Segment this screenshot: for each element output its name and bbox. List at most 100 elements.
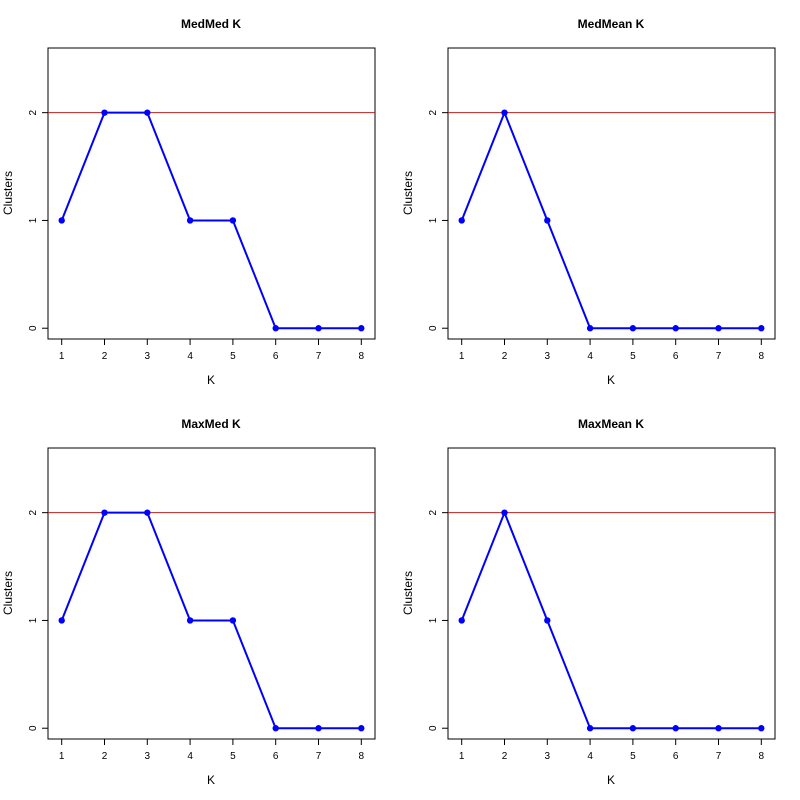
x-tick-label: 6 xyxy=(673,351,679,362)
y-tick-label: 1 xyxy=(28,617,39,623)
y-axis-label: Clusters xyxy=(401,571,415,615)
chart-title: MaxMean K xyxy=(578,417,644,431)
data-point xyxy=(186,617,194,624)
x-tick-label: 2 xyxy=(502,351,508,362)
plot-frame xyxy=(47,47,376,340)
plot-area: 1 2 3 4 5 6 7 8 0 1 2 xyxy=(428,509,775,762)
data-point xyxy=(315,725,322,732)
data-point xyxy=(358,725,365,732)
x-tick-label: 3 xyxy=(145,351,151,362)
data-point xyxy=(58,217,65,224)
data-point xyxy=(144,509,151,516)
data-point xyxy=(501,509,508,516)
x-axis-label: K xyxy=(607,373,615,387)
x-tick-label: 7 xyxy=(716,751,722,762)
x-tick-label: 7 xyxy=(316,751,322,762)
y-tick-label: 0 xyxy=(428,725,439,731)
data-point xyxy=(629,725,637,732)
series-line xyxy=(460,109,762,330)
data-point xyxy=(229,617,237,624)
plot-area: 1 2 3 4 5 6 7 8 0 1 2 xyxy=(28,509,375,762)
plot-area: 1 2 3 4 5 6 7 8 0 1 2 xyxy=(428,109,775,362)
x-tick-label: 3 xyxy=(145,751,151,762)
data-point xyxy=(458,617,465,624)
x-tick-label: 5 xyxy=(630,351,636,362)
data-point xyxy=(501,109,508,116)
data-point xyxy=(629,325,637,332)
data-point xyxy=(544,217,551,224)
x-tick-label: 1 xyxy=(59,351,65,362)
data-point xyxy=(315,325,322,332)
data-point xyxy=(358,325,365,332)
x-tick-label: 5 xyxy=(230,751,236,762)
x-tick-label: 8 xyxy=(759,751,765,762)
data-point xyxy=(272,725,279,732)
y-tick-label: 0 xyxy=(428,325,439,331)
x-tick-label: 8 xyxy=(359,751,365,762)
y-tick-label: 2 xyxy=(28,109,39,115)
x-tick-label: 2 xyxy=(502,751,508,762)
y-tick-label: 0 xyxy=(28,725,39,731)
panel-maxmean: MaxMean K K Clusters 1 2 3 4 5 6 7 8 0 1 2 xyxy=(401,417,776,787)
data-point xyxy=(586,325,594,332)
data-point xyxy=(715,325,722,332)
y-axis-label: Clusters xyxy=(401,171,415,215)
plot-frame xyxy=(447,47,776,340)
x-tick-label: 7 xyxy=(716,351,722,362)
data-point xyxy=(586,725,594,732)
data-point xyxy=(229,217,237,224)
data-point xyxy=(101,109,108,116)
x-tick-label: 2 xyxy=(102,351,108,362)
x-axis-label: K xyxy=(207,773,215,787)
x-tick-label: 2 xyxy=(102,751,108,762)
data-point xyxy=(672,325,679,332)
chart-title: MedMean K xyxy=(578,17,645,31)
x-tick-label: 6 xyxy=(673,751,679,762)
data-point xyxy=(544,617,551,624)
x-tick-label: 3 xyxy=(545,751,551,762)
data-point xyxy=(458,217,465,224)
panel-maxmed: MaxMed K K Clusters 1 2 3 4 5 6 7 8 0 1 2 xyxy=(1,417,376,787)
y-tick-label: 1 xyxy=(428,217,439,223)
y-tick-label: 0 xyxy=(28,325,39,331)
x-tick-label: 7 xyxy=(316,351,322,362)
y-tick-label: 2 xyxy=(428,109,439,115)
data-point xyxy=(272,325,279,332)
data-point xyxy=(101,509,108,516)
x-tick-label: 3 xyxy=(545,351,551,362)
x-tick-label: 5 xyxy=(630,751,636,762)
x-axis-label: K xyxy=(607,773,615,787)
series-line xyxy=(460,509,762,730)
panel-medmean: MedMean K K Clusters 1 2 3 4 5 6 7 8 0 1 2 xyxy=(401,17,776,387)
y-tick-label: 2 xyxy=(28,509,39,515)
y-tick-label: 1 xyxy=(428,617,439,623)
x-tick-label: 8 xyxy=(359,351,365,362)
plot-frame xyxy=(47,447,376,740)
chart-title: MedMed K xyxy=(181,17,241,31)
x-tick-label: 4 xyxy=(587,351,593,362)
series-line xyxy=(60,511,362,730)
x-tick-label: 8 xyxy=(759,351,765,362)
y-axis-label: Clusters xyxy=(1,171,15,215)
x-tick-label: 4 xyxy=(187,351,193,362)
plot-frame xyxy=(447,447,776,740)
plot-area: 1 2 3 4 5 6 7 8 0 1 2 xyxy=(28,109,375,362)
series-line xyxy=(60,111,362,330)
data-point xyxy=(672,725,679,732)
data-point xyxy=(758,725,765,732)
x-tick-label: 1 xyxy=(59,751,65,762)
x-tick-label: 5 xyxy=(230,351,236,362)
x-axis-label: K xyxy=(207,373,215,387)
x-tick-label: 6 xyxy=(273,751,279,762)
chart-title: MaxMed K xyxy=(181,417,241,431)
panel-medmed: MedMed K K Clusters 1 2 3 4 5 6 7 8 0 1 2 xyxy=(1,17,376,387)
x-tick-label: 4 xyxy=(587,751,593,762)
data-point xyxy=(715,725,722,732)
data-point xyxy=(144,109,151,116)
data-point xyxy=(758,325,765,332)
data-point xyxy=(58,617,65,624)
x-tick-label: 4 xyxy=(187,751,193,762)
x-tick-label: 1 xyxy=(459,751,465,762)
y-tick-label: 1 xyxy=(28,217,39,223)
